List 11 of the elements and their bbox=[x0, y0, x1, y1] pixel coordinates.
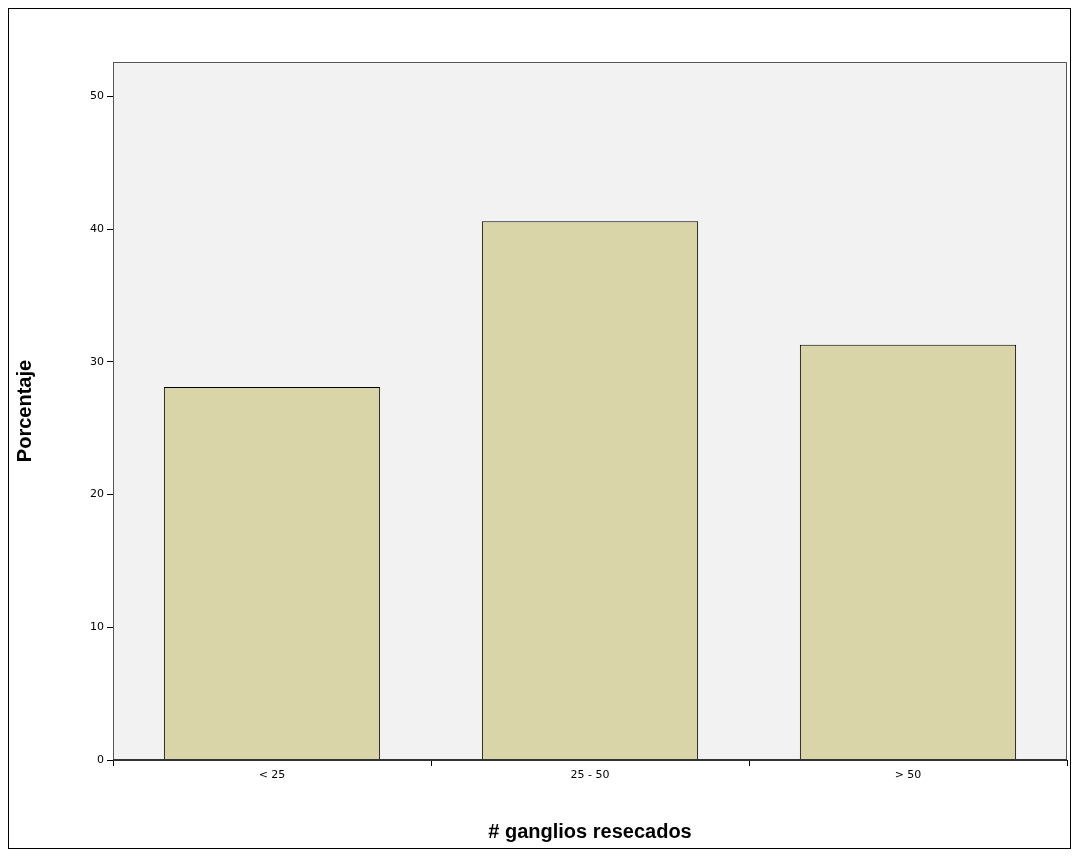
y-tick-label: 40 bbox=[90, 222, 104, 236]
y-tick-label: 50 bbox=[90, 89, 104, 103]
y-tick-label: 30 bbox=[90, 354, 104, 368]
x-tick-label: > 50 bbox=[894, 768, 922, 782]
y-tick-label: 0 bbox=[97, 752, 104, 766]
y-tick-label: 20 bbox=[90, 487, 104, 501]
y-axis-title: Porcentaje bbox=[12, 359, 35, 463]
y-tick-label: 10 bbox=[90, 620, 104, 634]
x-tick-label: < 25 bbox=[258, 768, 286, 782]
x-tick-label: 25 - 50 bbox=[570, 768, 610, 782]
x-axis-title: # ganglios resecados bbox=[488, 819, 692, 842]
